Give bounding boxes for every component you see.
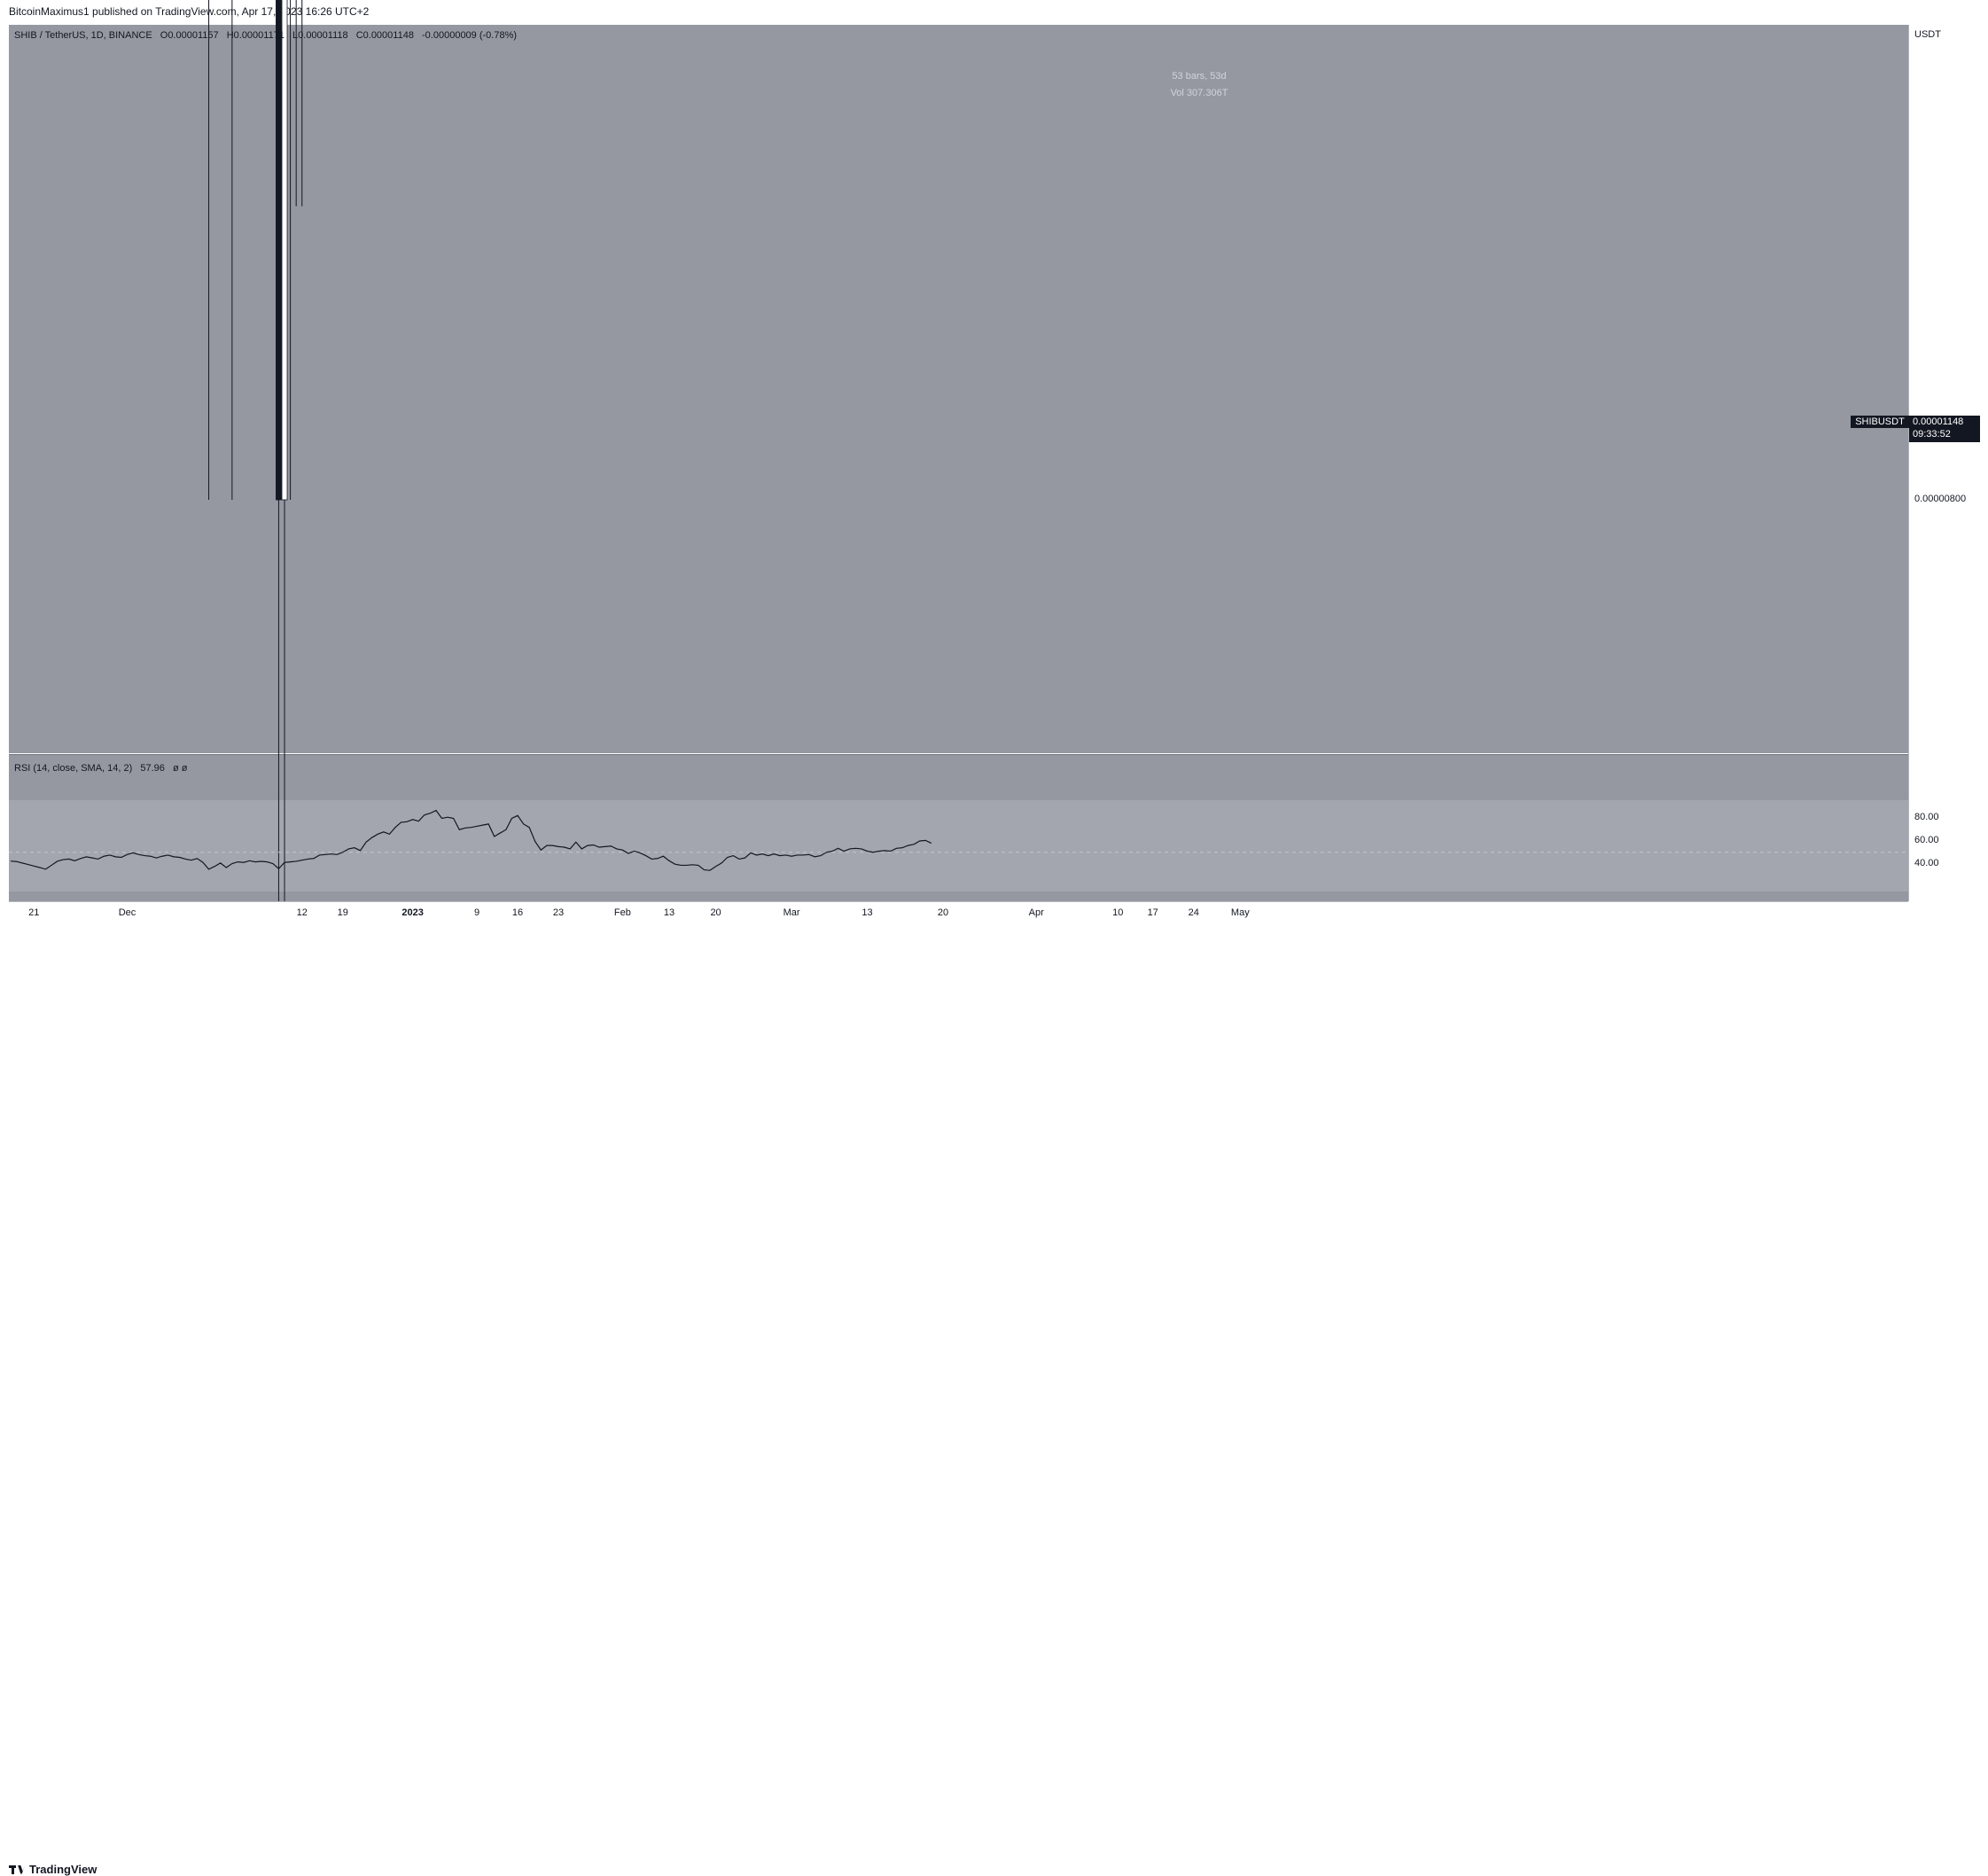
rsi-tick-label: 40.00: [1914, 857, 1939, 868]
time-tick-label: 20: [937, 907, 949, 918]
legend-close-label: C: [355, 30, 363, 41]
rsi-tick-label: 80.00: [1914, 812, 1939, 823]
rsi-tick-label: 60.00: [1914, 835, 1939, 845]
time-tick-label: 2023: [401, 907, 424, 918]
price-axis[interactable]: [1908, 25, 1988, 901]
time-tick-label: 16: [511, 907, 524, 918]
bar-countdown: 09:33:52: [1913, 429, 1951, 440]
price-tick-label: 0.00000800: [1914, 494, 1967, 504]
price-pane[interactable]: [9, 25, 1908, 753]
rsi-legend-extra: ø ø: [172, 763, 188, 774]
tradingview-logo[interactable]: TradingView: [9, 1863, 97, 1876]
price-legend: SHIB / TetherUS, 1D, BINANCE O0.00001157…: [14, 30, 517, 41]
axis-currency: USDT: [1914, 29, 1941, 40]
legend-change: -0.00000009 (-0.78%): [422, 30, 518, 41]
time-tick-label: Dec: [118, 907, 136, 918]
time-tick-label: 13: [861, 907, 873, 918]
legend-open-value: 0.00001157: [168, 30, 219, 41]
last-price-symbol: SHIBUSDT: [1851, 416, 1909, 428]
time-tick-label: 9: [473, 907, 480, 918]
time-tick-label: 21: [28, 907, 40, 918]
rsi-legend-label: RSI (14, close, SMA, 14, 2): [14, 763, 133, 774]
time-tick-label: 10: [1112, 907, 1124, 918]
legend-high-label: H: [226, 30, 234, 41]
time-tick-label: Apr: [1028, 907, 1044, 918]
time-tick-label: 23: [552, 907, 565, 918]
legend-low-label: L: [292, 30, 299, 41]
last-price-value: 0.00001148: [1913, 416, 1964, 427]
last-price-label: SHIBUSDT 0.00001148 09:33:52: [1851, 416, 1982, 442]
time-tick-label: 13: [663, 907, 675, 918]
time-tick-label: Feb: [613, 907, 631, 918]
pane-separator[interactable]: [9, 754, 1908, 755]
top-bar: BitcoinMaximus1 published on TradingView…: [0, 0, 1988, 25]
legend-low-value: 0.00001118: [298, 30, 348, 41]
time-axis[interactable]: [9, 901, 1908, 930]
time-tick-label: 17: [1147, 907, 1158, 918]
rsi-legend: RSI (14, close, SMA, 14, 2) 57.96 ø ø: [14, 763, 187, 774]
tradingview-brand: TradingView: [29, 1863, 97, 1876]
time-tick-label: May: [1230, 907, 1250, 918]
time-tick-label: 12: [296, 907, 308, 918]
footer: TradingView: [0, 929, 1988, 1876]
rsi-legend-value: 57.96: [140, 763, 165, 774]
rsi-band: [9, 800, 1908, 891]
legend-open-label: O: [160, 30, 168, 41]
time-tick-label: Mar: [783, 907, 800, 918]
time-tick-label: 19: [337, 907, 348, 918]
publisher-caption: BitcoinMaximus1 published on TradingView…: [9, 5, 370, 18]
legend-high-value: 0.00001171: [233, 30, 285, 41]
tradingview-logo-icon: [9, 1864, 25, 1874]
time-tick-label: 20: [710, 907, 721, 918]
time-tick-label: 24: [1188, 907, 1199, 918]
last-price-box: 0.00001148 09:33:52: [1909, 416, 1980, 442]
legend-symbol: SHIB / TetherUS, 1D, BINANCE: [14, 30, 152, 41]
legend-close-value: 0.00001148: [363, 30, 414, 41]
